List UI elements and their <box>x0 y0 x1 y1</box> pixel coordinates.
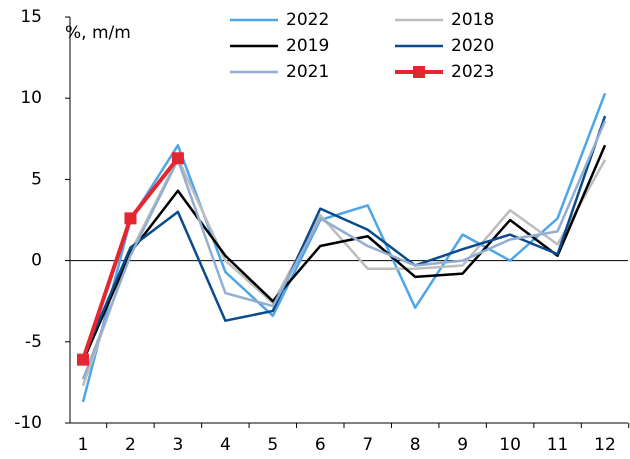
x-tick-label: 1 <box>78 435 89 455</box>
x-tick-label: 8 <box>410 435 421 455</box>
legend-marker <box>413 66 425 78</box>
series-line <box>81 120 607 380</box>
x-tick-label: 9 <box>457 435 468 455</box>
legend-label: 2023 <box>451 62 494 82</box>
x-tick-label: 4 <box>220 435 231 455</box>
x-tick-label: 6 <box>315 435 326 455</box>
x-tick-label: 3 <box>172 435 183 455</box>
y-tick-label: -10 <box>14 413 42 433</box>
legend-label: 2019 <box>286 36 329 56</box>
x-tick-label: 5 <box>267 435 278 455</box>
legend-label: 2021 <box>286 62 329 82</box>
point-marker <box>124 212 137 225</box>
y-tick-label: 15 <box>20 7 42 27</box>
legend-label: 2018 <box>451 10 494 30</box>
legend-label: 2020 <box>451 36 494 56</box>
point-marker <box>171 152 184 165</box>
point-marker <box>77 353 89 366</box>
x-tick-label: 10 <box>499 435 521 455</box>
axis-label: %, m/m <box>65 23 131 43</box>
x-tick-label: 7 <box>362 435 373 455</box>
x-tick-label: 2 <box>125 435 136 455</box>
series-line <box>81 144 607 362</box>
y-tick-label: 10 <box>20 88 42 108</box>
y-tick-label: -5 <box>25 332 42 352</box>
x-tick-label: 11 <box>547 435 569 455</box>
y-tick-label: 0 <box>31 251 42 271</box>
series-line <box>81 92 607 403</box>
y-tick-label: 5 <box>31 169 42 189</box>
x-tick-label: 12 <box>594 435 616 455</box>
legend-label: 2022 <box>286 10 329 30</box>
